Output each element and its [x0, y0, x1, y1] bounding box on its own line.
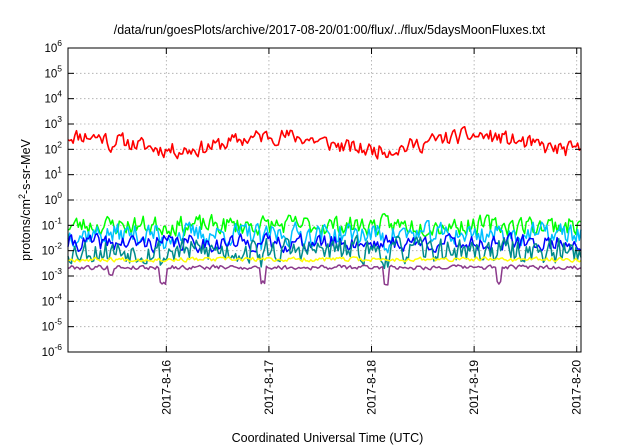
- y-tick-label: 104: [44, 89, 62, 106]
- x-tick-label: 2017-8-20: [570, 360, 584, 415]
- y-tick-label: 100: [44, 190, 62, 207]
- series-line: [67, 234, 582, 270]
- y-tick-label: 10-1: [42, 215, 63, 232]
- y-tick-label: 101: [44, 165, 62, 182]
- y-tick-label: 102: [44, 139, 62, 156]
- x-tick-label: 2017-8-17: [262, 360, 276, 415]
- y-tick-label: 10-3: [42, 266, 63, 283]
- series-line: [68, 256, 582, 263]
- series-line: [67, 220, 582, 254]
- y-axis-title: protons/cm2-s-sr-MeV: [17, 138, 33, 260]
- x-tick-label: 2017-8-16: [159, 360, 173, 415]
- axis-ticks: 10-6 10-5 10-4 10-3 10-2 10-1 100 101 102 103 104 1…: [42, 38, 584, 415]
- y-tick-label: 10-5: [42, 317, 63, 334]
- series-line: [67, 264, 582, 286]
- series-line: [67, 212, 582, 238]
- y-tick-label: 105: [44, 63, 62, 80]
- y-tick-label: 103: [44, 114, 62, 131]
- y-tick-label: 10-6: [42, 342, 63, 359]
- y-tick-label: 106: [44, 38, 62, 55]
- chart-title: /data/run/goesPlots/archive/2017-08-20/0…: [114, 23, 546, 37]
- y-tick-label: 10-2: [42, 241, 63, 258]
- y-tick-label: 10-4: [42, 291, 63, 308]
- x-tick-label: 2017-8-18: [365, 360, 379, 415]
- grid: [68, 48, 581, 352]
- x-axis-title: Coordinated Universal Time (UTC): [232, 431, 424, 445]
- series-line: [67, 232, 582, 254]
- x-tick-label: 2017-8-19: [467, 360, 481, 415]
- series-line: [67, 126, 582, 160]
- series-layer: [67, 126, 582, 286]
